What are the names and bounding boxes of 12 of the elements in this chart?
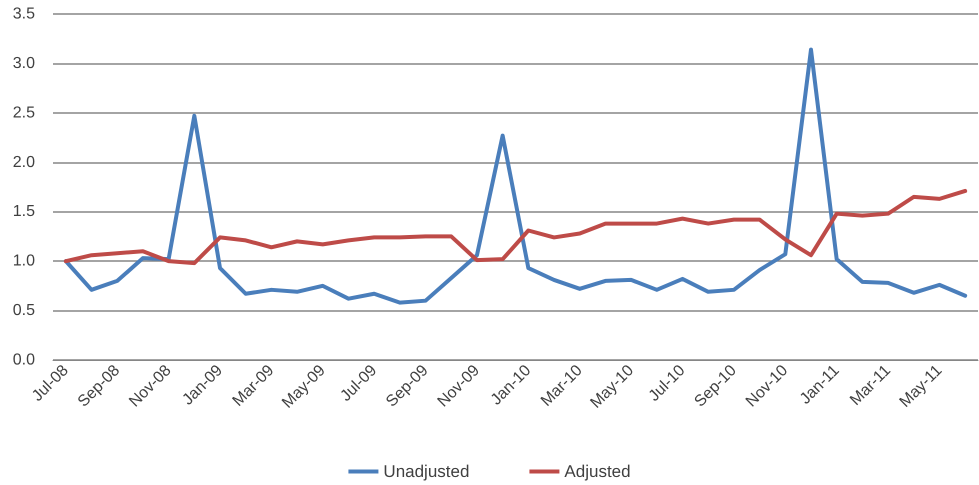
line-series bbox=[64, 188, 968, 266]
y-tick-label: 0.5 bbox=[12, 302, 36, 320]
legend-label: Unadjusted bbox=[383, 462, 470, 481]
y-tick-label: 1.5 bbox=[12, 203, 36, 220]
y-tick-label: 1.0 bbox=[12, 252, 36, 270]
y-tick-label: 2.0 bbox=[12, 154, 36, 171]
legend-label: Adjusted bbox=[564, 462, 631, 481]
y-tick-label: 3.0 bbox=[12, 54, 36, 72]
y-tick-label: 2.5 bbox=[12, 104, 36, 122]
line-series bbox=[64, 48, 968, 305]
y-tick-label: 3.5 bbox=[12, 6, 36, 22]
y-tick-label: 0.0 bbox=[12, 352, 36, 368]
